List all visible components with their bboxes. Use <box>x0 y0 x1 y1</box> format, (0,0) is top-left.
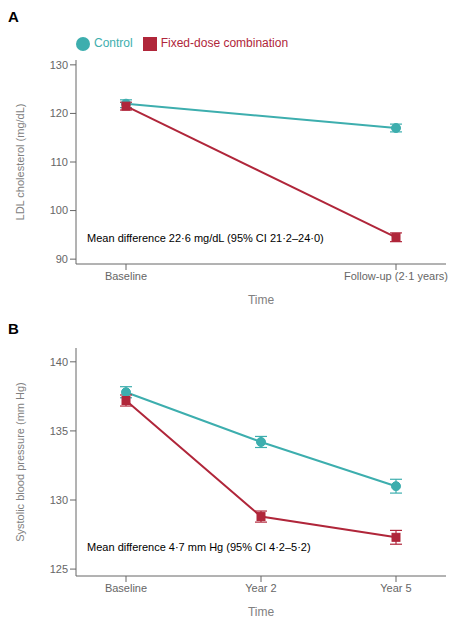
svg-text:LDL cholesterol (mg/dL): LDL cholesterol (mg/dL) <box>14 104 26 221</box>
svg-text:110: 110 <box>50 156 68 168</box>
html-text:Control: Control <box>94 36 133 50</box>
svg-text:Follow-up (2·1 years): Follow-up (2·1 years) <box>344 270 448 282</box>
svg-text:Year 2: Year 2 <box>245 582 276 594</box>
html-text:A: A <box>8 8 19 25</box>
html-text:Mean difference 4·7 mm Hg (95%: Mean difference 4·7 mm Hg (95% CI 4·2–5·… <box>87 541 311 554</box>
svg-text:100: 100 <box>50 204 68 216</box>
svg-text:135: 135 <box>50 425 68 437</box>
svg-text:Baseline: Baseline <box>105 270 147 282</box>
svg-text:125: 125 <box>50 563 68 575</box>
svg-text:Time: Time <box>248 605 275 619</box>
svg-text:Year 5: Year 5 <box>380 582 411 594</box>
html-text:Mean difference 22·6 mg/dL (95: Mean difference 22·6 mg/dL (95% CI 21·2–… <box>87 231 324 244</box>
svg-text:Baseline: Baseline <box>105 582 147 594</box>
svg-text:120: 120 <box>50 107 68 119</box>
svg-text:130: 130 <box>50 494 68 506</box>
svg-text:130: 130 <box>50 59 68 71</box>
html-text:B: B <box>8 320 19 337</box>
svg-text:Time: Time <box>248 293 275 307</box>
svg-text:140: 140 <box>50 356 68 368</box>
html-text:Fixed-dose combination: Fixed-dose combination <box>160 36 289 50</box>
svg-text:90: 90 <box>56 253 68 265</box>
svg-text:Systolic blood pressure (mm Hg: Systolic blood pressure (mm Hg) <box>14 382 26 542</box>
